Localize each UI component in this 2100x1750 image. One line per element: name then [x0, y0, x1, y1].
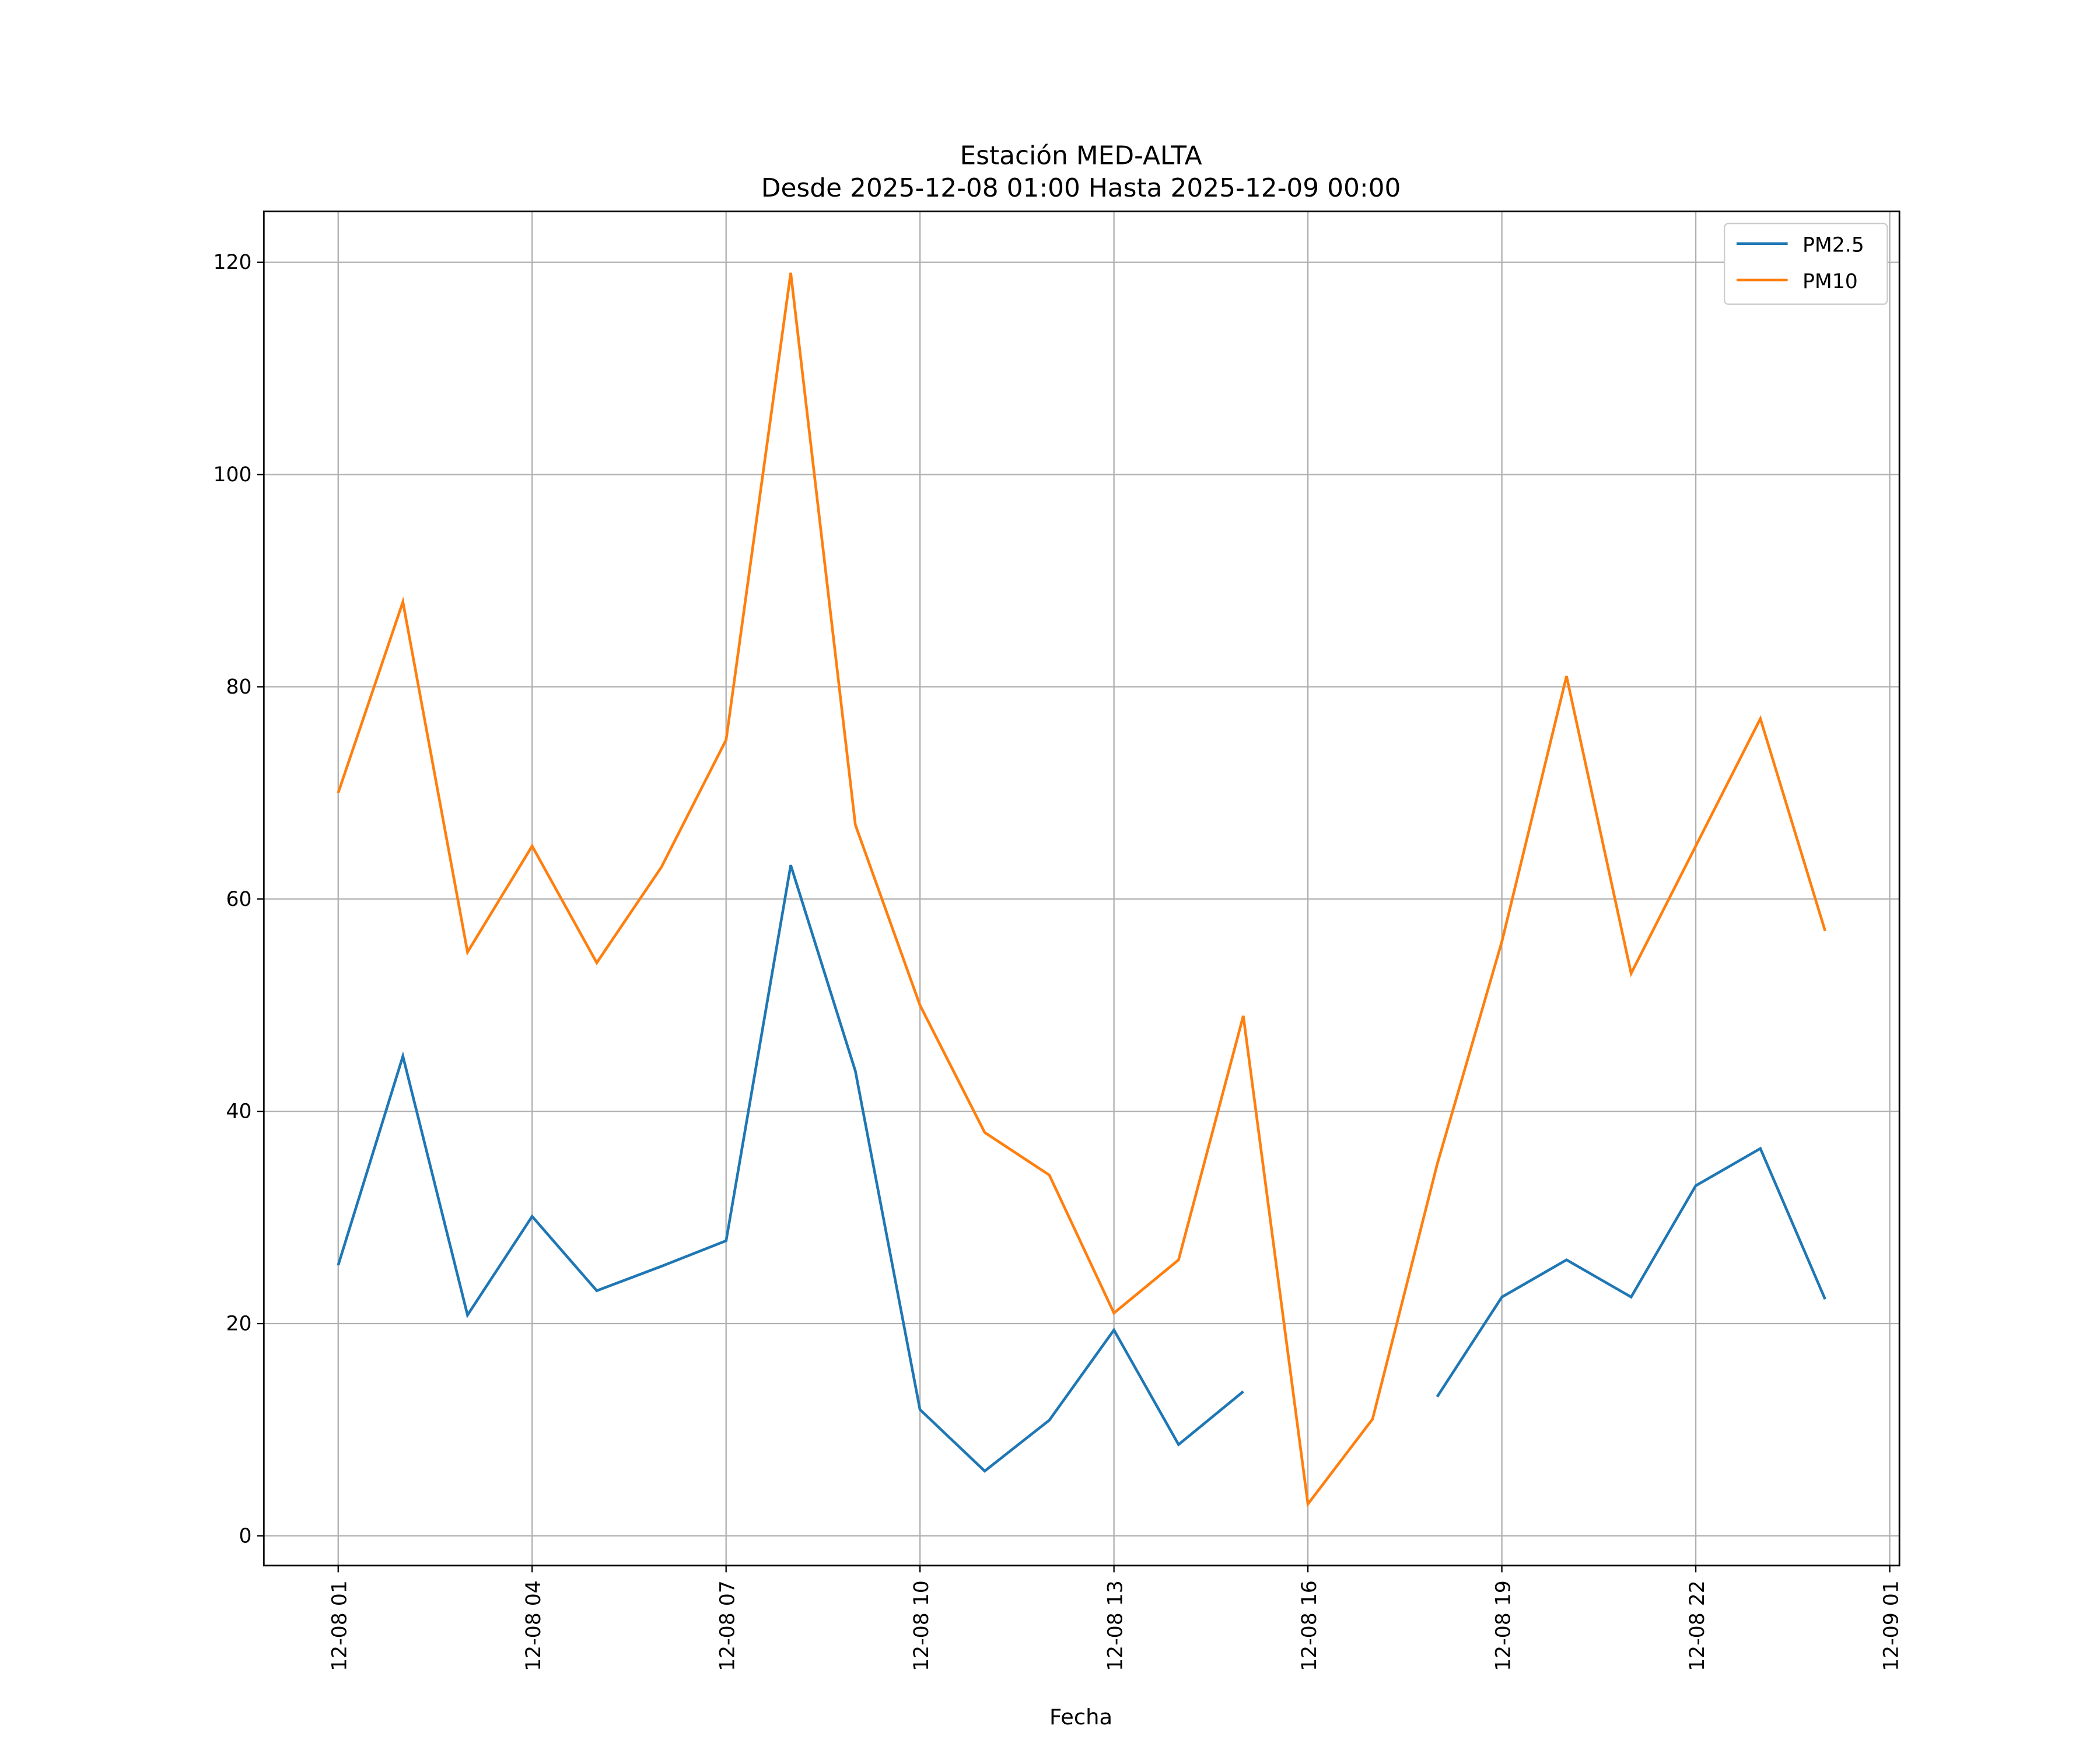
- y-tick-label: 60: [226, 888, 251, 911]
- plot-frame: [262, 210, 1901, 1567]
- x-tick-label: 12-09 01: [1880, 1580, 1903, 1671]
- x-tick-label: 12-08 19: [1492, 1580, 1515, 1671]
- legend-label-pm10: PM10: [1803, 270, 1858, 293]
- y-tick-label: 40: [226, 1100, 251, 1124]
- y-tick-label: 20: [226, 1312, 251, 1336]
- legend: PM2.5 PM10: [1723, 222, 1888, 305]
- x-tick-label: 12-08 10: [910, 1580, 933, 1671]
- series-line-pm25: [1436, 1146, 1826, 1398]
- x-tick-label: 12-08 01: [328, 1580, 352, 1671]
- y-tick-label: 100: [213, 463, 251, 487]
- x-axis-label: Fecha: [1049, 1704, 1112, 1730]
- y-tick-label: 120: [213, 251, 251, 274]
- y-tick-label: 0: [239, 1524, 252, 1548]
- grid: [264, 211, 1900, 1566]
- chart-subtitle: Desde 2025-12-08 01:00 Hasta 2025-12-09 …: [761, 173, 1401, 203]
- chart-title: Estación MED-ALTA: [960, 141, 1202, 171]
- x-tick-label: 12-08 13: [1104, 1580, 1127, 1671]
- x-tick-label: 12-08 16: [1298, 1580, 1321, 1671]
- x-tick-label: 12-08 04: [522, 1580, 545, 1671]
- x-tick-label: 12-08 07: [716, 1580, 740, 1671]
- y-tick-label: 80: [226, 676, 251, 699]
- legend-label-pm25: PM2.5: [1803, 234, 1864, 257]
- x-tick-label: 12-08 22: [1686, 1580, 1709, 1671]
- series-group: [337, 272, 1826, 1508]
- ticks: 0 20 40 60 80 100 120 12-08 01 12-08 04 12-08 07 1…: [213, 251, 1903, 1671]
- series-line-pm25: [337, 864, 1244, 1473]
- series-line-pm10: [337, 272, 1826, 1508]
